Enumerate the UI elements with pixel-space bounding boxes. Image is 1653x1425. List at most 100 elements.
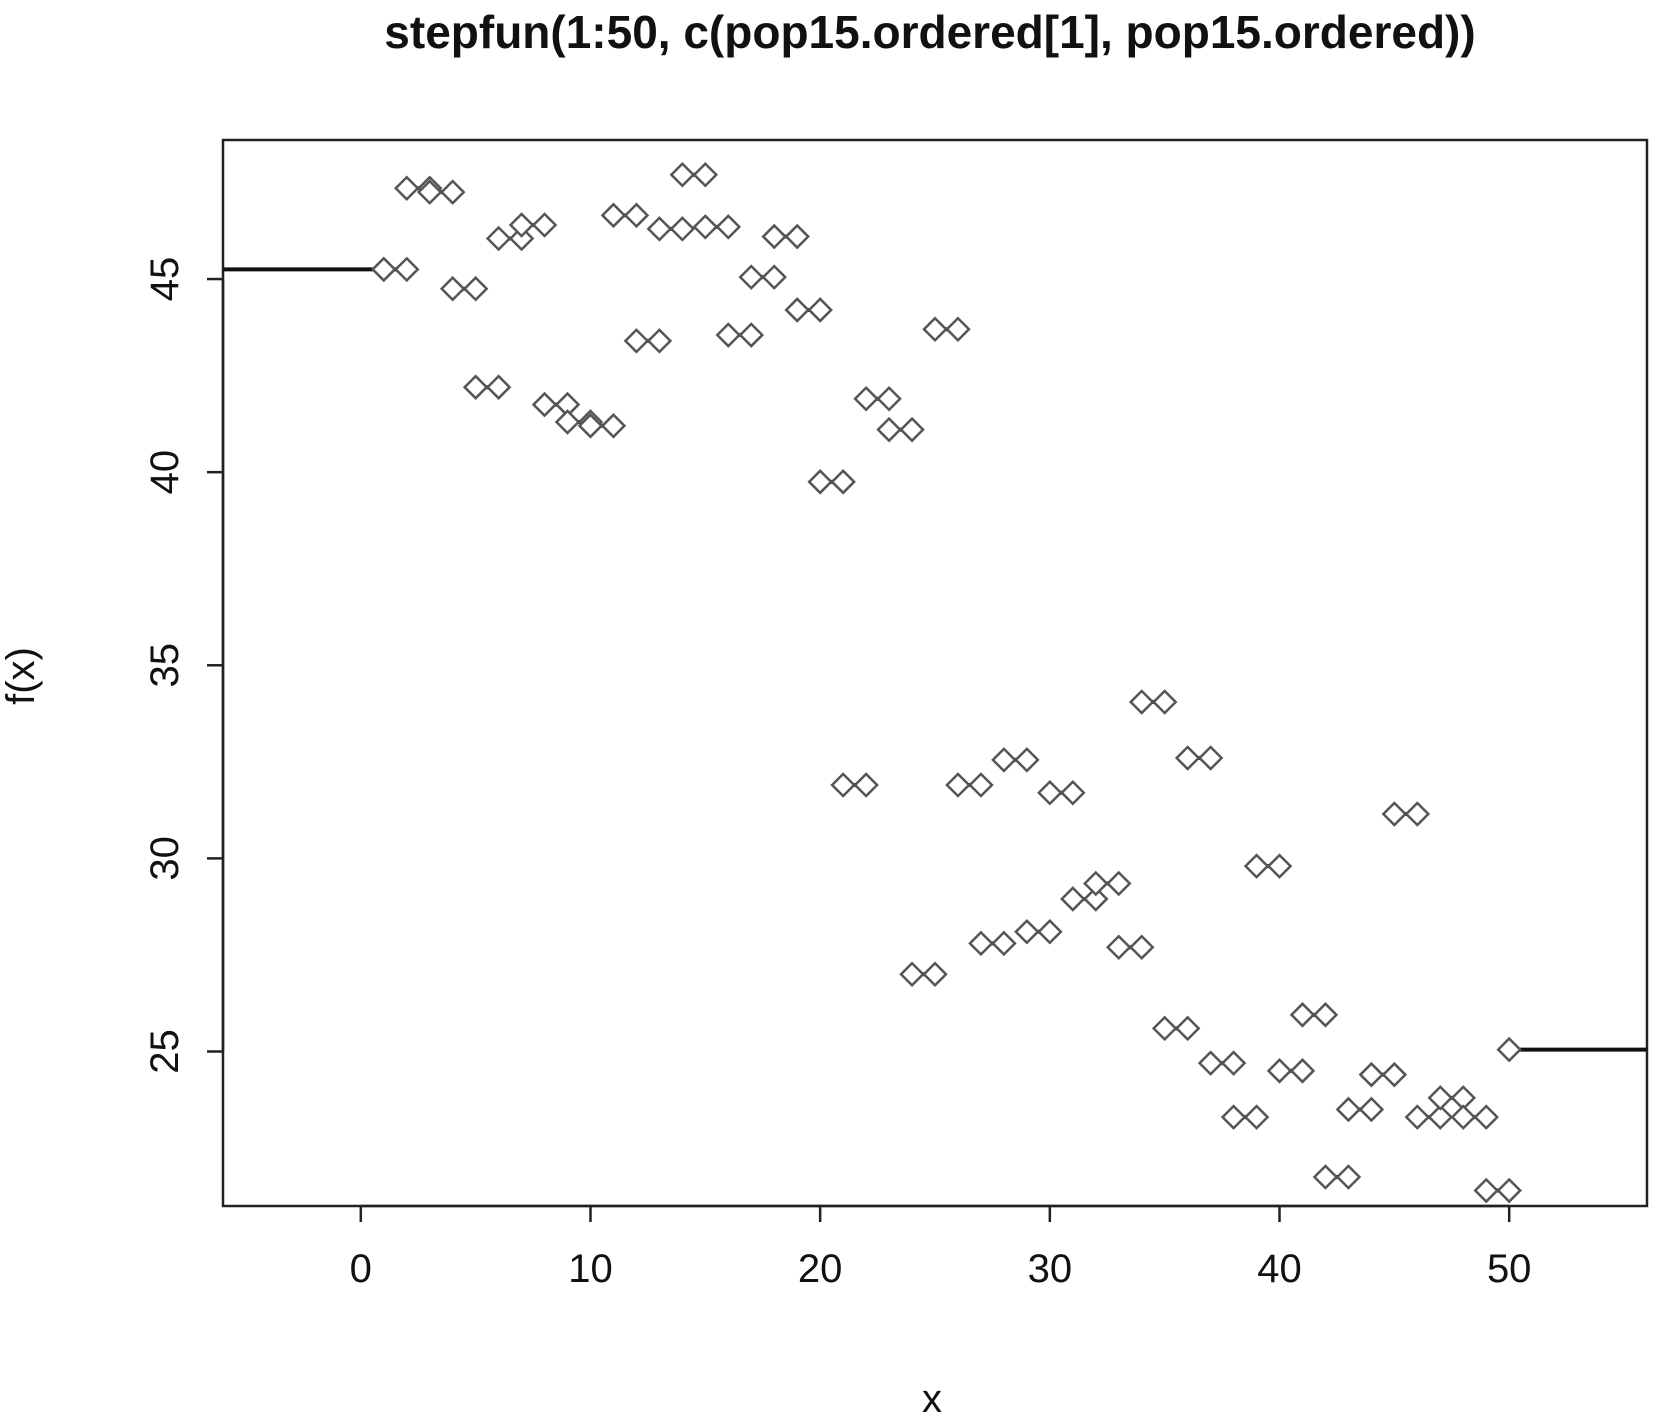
y-tick-label: 45 xyxy=(143,257,187,302)
data-point xyxy=(761,264,787,290)
y-axis: 25 30 35 40 45 xyxy=(143,257,225,1074)
data-point xyxy=(1289,1002,1316,1028)
data-point xyxy=(922,961,948,988)
data-point xyxy=(1128,689,1155,715)
data-point xyxy=(692,214,719,240)
data-point xyxy=(1473,1104,1499,1130)
data-point xyxy=(807,469,833,495)
data-point xyxy=(1312,1164,1339,1190)
data-point xyxy=(623,202,650,229)
data-point xyxy=(1312,1002,1339,1028)
data-point xyxy=(1037,919,1063,945)
data-point xyxy=(1289,1058,1316,1084)
data-point xyxy=(991,747,1017,773)
data-point xyxy=(1220,1050,1247,1076)
data-point xyxy=(1014,747,1040,773)
data-point xyxy=(1174,745,1201,771)
data-point xyxy=(738,264,765,290)
data-point xyxy=(462,275,489,302)
data-point xyxy=(784,223,810,250)
data-point xyxy=(1014,919,1040,945)
data-point xyxy=(1197,1050,1224,1076)
data-point xyxy=(1427,1104,1454,1130)
data-point xyxy=(876,416,902,443)
data-point xyxy=(1381,801,1408,827)
data-point xyxy=(508,212,535,238)
data-point xyxy=(485,374,512,400)
data-point xyxy=(830,469,856,495)
data-point xyxy=(922,316,948,343)
data-point xyxy=(1151,689,1178,715)
x-axis-label: x xyxy=(922,1377,942,1421)
data-point xyxy=(945,316,971,343)
data-point xyxy=(600,413,627,439)
data-point xyxy=(807,297,833,323)
data-point xyxy=(531,391,558,418)
data-point xyxy=(761,223,787,250)
data-point xyxy=(1496,1036,1522,1063)
data-point xyxy=(715,214,742,240)
data-point xyxy=(899,416,925,443)
x-tick-label: 10 xyxy=(568,1247,613,1291)
data-point xyxy=(554,409,581,435)
data-point xyxy=(1427,1085,1454,1111)
data-point xyxy=(1496,1177,1522,1204)
data-point xyxy=(531,212,558,238)
data-point xyxy=(1381,1061,1408,1088)
y-axis-label: f(x) xyxy=(0,647,43,705)
data-point xyxy=(1128,934,1155,960)
data-point xyxy=(1083,886,1109,912)
data-point xyxy=(646,328,673,354)
data-point xyxy=(738,322,765,348)
data-point xyxy=(393,256,420,283)
data-point xyxy=(968,772,994,798)
data-point xyxy=(853,386,879,412)
data-point xyxy=(1266,1058,1293,1084)
data-point xyxy=(646,216,673,242)
data-point xyxy=(1358,1061,1385,1088)
y-tick-label: 25 xyxy=(143,1029,187,1074)
data-point xyxy=(393,175,420,202)
data-point xyxy=(1243,1104,1270,1130)
x-axis: 0 10 20 30 40 50 xyxy=(350,1204,1532,1291)
data-point xyxy=(899,961,925,988)
data-point xyxy=(1243,853,1270,879)
data-point xyxy=(508,225,535,252)
data-point xyxy=(669,161,696,188)
data-point xyxy=(876,386,902,412)
data-point xyxy=(1335,1164,1362,1190)
data-point xyxy=(623,328,650,354)
x-tick-label: 0 xyxy=(350,1247,372,1291)
data-point xyxy=(991,930,1017,957)
data-point xyxy=(669,216,696,242)
data-point xyxy=(1105,934,1132,960)
data-point xyxy=(784,297,810,323)
data-point xyxy=(439,179,466,205)
data-point xyxy=(371,256,397,283)
x-tick-label: 40 xyxy=(1257,1247,1302,1291)
data-point xyxy=(1358,1096,1385,1123)
x-tick-label: 50 xyxy=(1487,1247,1532,1291)
data-point xyxy=(1335,1096,1362,1123)
data-point xyxy=(1151,1015,1178,1042)
data-point xyxy=(462,374,489,400)
x-tick-label: 20 xyxy=(798,1247,843,1291)
data-point xyxy=(1404,801,1431,827)
data-point xyxy=(1060,779,1086,806)
data-point xyxy=(1083,870,1109,897)
data-point xyxy=(1450,1104,1477,1130)
data-point xyxy=(1037,779,1063,806)
y-tick-label: 40 xyxy=(143,450,187,495)
data-point xyxy=(416,179,443,205)
data-point xyxy=(968,930,994,957)
data-point xyxy=(439,275,466,302)
data-point xyxy=(1473,1177,1499,1204)
data-point xyxy=(485,225,512,252)
x-tick-label: 30 xyxy=(1028,1247,1073,1291)
data-point xyxy=(830,772,856,798)
y-tick-label: 30 xyxy=(143,836,187,881)
data-point xyxy=(1174,1015,1201,1042)
data-point xyxy=(1105,870,1132,897)
